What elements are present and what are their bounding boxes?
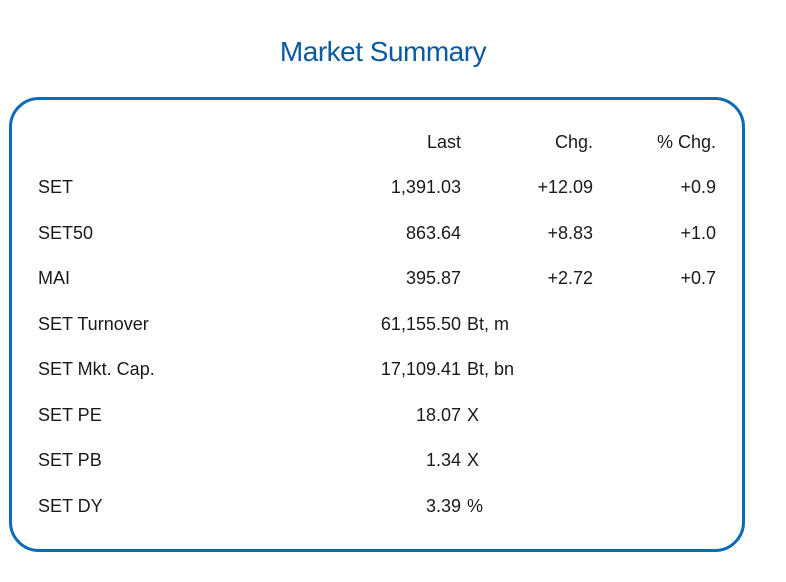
index-pct-chg-set50: +1.0 (680, 223, 716, 243)
stat-name-dy: SET DY (38, 496, 103, 516)
index-name-set50: SET50 (38, 223, 94, 243)
index-chg-set50: +8.83 (547, 223, 593, 243)
index-pct-chg-mai: +0.7 (680, 268, 716, 288)
stat-unit-pe: X (467, 405, 480, 425)
index-last-set: 1,391.03 (390, 177, 461, 197)
stat-name-pb: SET PB (38, 450, 102, 470)
index-chg-set: +12.09 (537, 177, 593, 197)
stat-value-mkt-cap: 17,109.41 (380, 359, 461, 379)
stat-value-dy: 3.39 (425, 496, 461, 516)
stat-name-mkt-cap: SET Mkt. Cap. (38, 359, 155, 379)
column-header-last: Last (426, 132, 461, 152)
index-last-set50: 863.64 (405, 223, 461, 243)
index-name-set: SET (38, 177, 74, 197)
column-header-pct-chg: % Chg. (656, 132, 716, 152)
stat-value-pb: 1.34 (425, 450, 461, 470)
stat-unit-turnover: Bt, m (467, 314, 510, 334)
index-chg-mai: +2.72 (547, 268, 593, 288)
stat-unit-pb: X (467, 450, 480, 470)
stat-name-pe: SET PE (38, 405, 102, 425)
stat-value-turnover: 61,155.50 (380, 314, 461, 334)
stat-unit-mkt-cap: Bt, bn (467, 359, 515, 379)
column-header-chg: Chg. (554, 132, 593, 152)
index-pct-chg-set: +0.9 (680, 177, 716, 197)
stat-unit-dy: % (467, 496, 484, 516)
stat-value-pe: 18.07 (415, 405, 461, 425)
stat-name-turnover: SET Turnover (38, 314, 149, 334)
market-summary-panel (9, 97, 745, 552)
index-name-mai: MAI (38, 268, 71, 288)
index-last-mai: 395.87 (405, 268, 461, 288)
page-title: Market Summary (279, 36, 487, 67)
